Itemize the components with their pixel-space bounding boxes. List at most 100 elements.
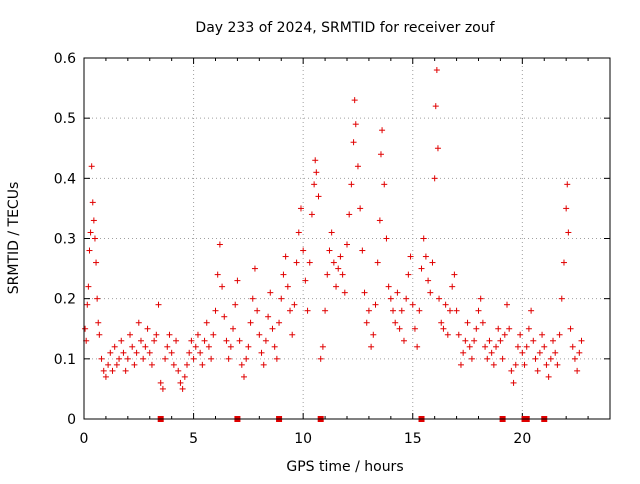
data-point (363, 319, 370, 326)
data-point (289, 331, 296, 338)
data-point (431, 175, 438, 182)
y-tick-label: 0.5 (54, 111, 76, 127)
data-point (376, 217, 383, 224)
data-point (328, 229, 335, 236)
data-point (383, 235, 390, 242)
data-point (276, 319, 283, 326)
data-point (214, 271, 221, 278)
data-point (124, 355, 131, 362)
data-point (405, 271, 412, 278)
data-point (210, 331, 217, 338)
data-point (434, 145, 441, 152)
data-point (532, 355, 539, 362)
data-point (120, 349, 127, 356)
data-point (192, 343, 199, 350)
data-point (232, 301, 239, 308)
data-point (486, 337, 493, 344)
data-point (365, 307, 372, 314)
data-point (477, 295, 484, 302)
data-point (451, 271, 458, 278)
data-point (335, 265, 342, 272)
data-point (354, 163, 361, 170)
data-point (374, 259, 381, 266)
data-point (199, 361, 206, 368)
data-point (436, 295, 443, 302)
data-point (315, 193, 322, 200)
data-point (326, 247, 333, 254)
data-point (181, 373, 188, 380)
data-point (475, 307, 482, 314)
data-point (497, 337, 504, 344)
data-point (131, 361, 138, 368)
data-point (400, 337, 407, 344)
data-point (280, 271, 287, 278)
data-point (190, 355, 197, 362)
data-point (398, 307, 405, 314)
data-point (543, 361, 550, 368)
data-point (330, 259, 337, 266)
data-point (556, 331, 563, 338)
data-point (324, 271, 331, 278)
data-point (127, 331, 134, 338)
data-point (251, 265, 258, 272)
data-point (271, 343, 278, 350)
data-point (90, 217, 97, 224)
data-point (96, 331, 103, 338)
data-point (177, 379, 184, 386)
data-point (175, 367, 182, 374)
y-tick-label: 0.4 (54, 171, 76, 187)
data-point (166, 331, 173, 338)
data-point (201, 337, 208, 344)
data-point (440, 325, 447, 332)
data-point (479, 319, 486, 326)
data-point (414, 343, 421, 350)
data-point (425, 277, 432, 284)
data-point (238, 361, 245, 368)
data-point (223, 337, 230, 344)
data-point (133, 349, 140, 356)
data-point (151, 337, 158, 344)
data-point (381, 181, 388, 188)
data-point (517, 331, 524, 338)
data-point (530, 337, 537, 344)
data-point (267, 289, 274, 296)
data-point (306, 259, 313, 266)
data-point (146, 349, 153, 356)
data-point (135, 319, 142, 326)
data-point (503, 301, 510, 308)
data-point (234, 277, 241, 284)
data-point (312, 157, 319, 164)
y-tick-label: 0.3 (54, 232, 76, 248)
chart-title: Day 233 of 2024, SRMTID for receiver zou… (195, 20, 495, 36)
data-point (265, 313, 272, 320)
data-point (357, 205, 364, 212)
data-point (392, 319, 399, 326)
x-axis-label: GPS time / hours (286, 459, 403, 475)
data-points-layer (82, 67, 585, 422)
data-point (184, 361, 191, 368)
data-point (416, 307, 423, 314)
data-point (545, 373, 552, 380)
data-point (563, 205, 570, 212)
data-point (95, 319, 102, 326)
data-point (247, 319, 254, 326)
data-point (339, 271, 346, 278)
data-point (372, 301, 379, 308)
data-point (411, 325, 418, 332)
data-point (482, 343, 489, 350)
data-point (245, 343, 252, 350)
x-tick-label: 0 (80, 431, 89, 447)
data-point (501, 331, 508, 338)
data-point (462, 337, 469, 344)
data-point (455, 331, 462, 338)
data-point (87, 229, 94, 236)
data-point (377, 151, 384, 158)
plot-frame (83, 57, 611, 420)
data-point (260, 361, 267, 368)
data-point (164, 343, 171, 350)
data-point (129, 343, 136, 350)
data-point (317, 355, 324, 362)
data-point (539, 331, 546, 338)
data-point (429, 259, 436, 266)
